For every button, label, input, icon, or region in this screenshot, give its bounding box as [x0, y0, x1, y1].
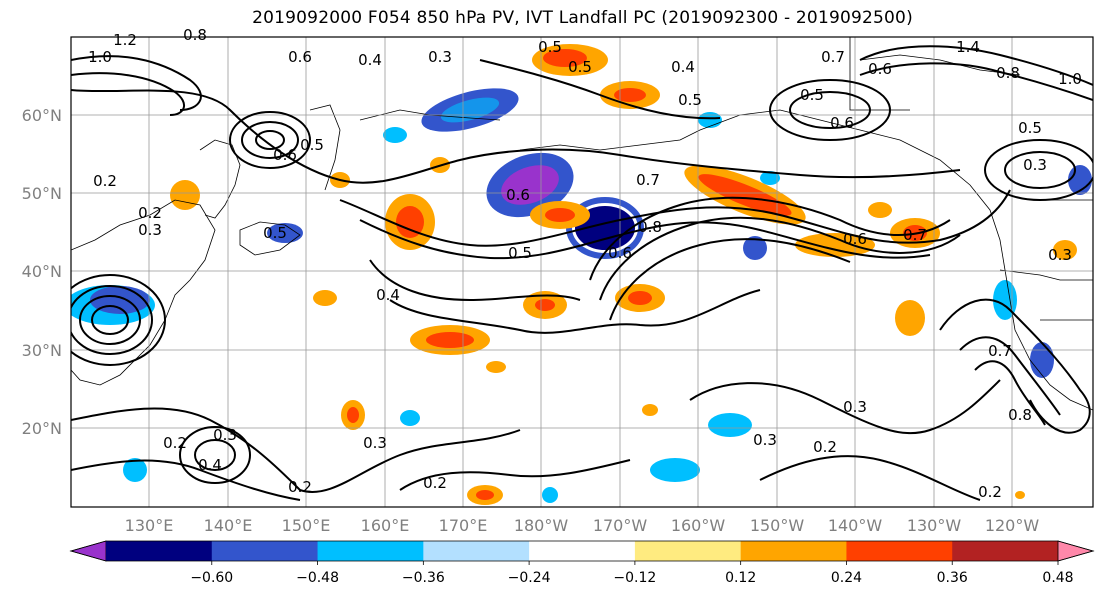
contour-label: 0.5 — [1018, 119, 1042, 137]
longitude-label: 130°E — [125, 516, 174, 535]
contour-label: 0.6 — [506, 186, 530, 204]
contour-label: 0.3 — [363, 434, 387, 452]
colorbar: −0.60 −0.48 −0.36 −0.24 −0.12 0.12 0.24 0.36 0.4… — [69, 540, 1095, 586]
contour-label: 0.2 — [138, 204, 162, 222]
map-frame — [70, 36, 1094, 508]
longitude-label: 150°E — [282, 516, 331, 535]
colorbar-segment — [846, 541, 953, 561]
colorbar-segment — [740, 541, 847, 561]
contour-label: 0.6 — [843, 230, 867, 248]
contour-label: 0.7 — [903, 226, 927, 244]
colorbar-tick-label: −0.36 — [402, 570, 445, 586]
contour-label: 0.4 — [358, 51, 382, 69]
contour-label: 0.6 — [273, 146, 297, 164]
colorbar-extend-min — [69, 540, 107, 562]
longitude-label: 160°W — [671, 516, 726, 535]
contour-label: 0.4 — [671, 58, 695, 76]
colorbar-segment — [634, 541, 742, 561]
contour-label: 0.4 — [198, 456, 222, 474]
colorbar-tick-label: 0.48 — [1042, 570, 1073, 586]
colorbar-segment — [106, 541, 213, 561]
colorbar-extend-max — [1057, 540, 1095, 562]
contour-label: 0.7 — [988, 342, 1012, 360]
latitude-label: 60°N — [22, 106, 62, 125]
longitude-label: 150°W — [750, 516, 805, 535]
colorbar-tick-label: −0.48 — [296, 570, 339, 586]
contour-label: 1.0 — [1058, 70, 1082, 88]
contour-label: 0.4 — [376, 286, 400, 304]
longitude-label: 140°W — [828, 516, 883, 535]
longitude-labels: 130°E 140°E 150°E 160°E 170°E 180°W 170°W 160°W… — [125, 516, 1040, 535]
contour-label: 1.0 — [88, 48, 112, 66]
longitude-label: 130°W — [907, 516, 962, 535]
colorbar-tick-label: −0.24 — [508, 570, 551, 586]
contour-label: 0.5 — [678, 91, 702, 109]
longitude-label: 170°W — [593, 516, 648, 535]
contour-label: 0.2 — [288, 478, 312, 496]
pv-contours — [71, 45, 1093, 501]
contour-label: 0.6 — [830, 114, 854, 132]
colorbar-tick-label: 0.36 — [937, 570, 968, 586]
longitude-label: 140°E — [204, 516, 253, 535]
latitude-label: 40°N — [22, 262, 62, 281]
contour-label: 0.3 — [138, 221, 162, 239]
contour-label: 0.5 — [800, 86, 824, 104]
longitude-label: 120°W — [985, 516, 1040, 535]
contour-label: 0.3 — [428, 48, 452, 66]
colorbar-segment — [317, 541, 424, 561]
contour-label: 0.3 — [753, 431, 777, 449]
longitude-label: 170°E — [439, 516, 488, 535]
contour-label: 0.8 — [183, 26, 207, 44]
contour-label: 0.3 — [843, 398, 867, 416]
contour-label: 0.8 — [996, 64, 1020, 82]
colorbar-segment — [211, 541, 319, 561]
longitude-label: 160°E — [361, 516, 410, 535]
colorbar-outline — [69, 540, 1095, 562]
colorbar-tick-label: 0.12 — [725, 570, 756, 586]
contour-label: 0.5 — [508, 244, 532, 262]
contour-label: 0.5 — [263, 224, 287, 242]
colorbar-segment — [529, 541, 636, 561]
latitude-label: 30°N — [22, 341, 62, 360]
contour-label: 0.6 — [608, 244, 632, 262]
contour-label: 0.6 — [868, 60, 892, 78]
map-title: 2019092000 F054 850 hPa PV, IVT Landfall… — [252, 8, 913, 28]
contour-label: 0.6 — [288, 48, 312, 66]
contour-label: 0.5 — [538, 38, 562, 56]
contour-label: 0.8 — [638, 218, 662, 236]
contour-label: 0.5 — [300, 136, 324, 154]
colorbar-tick-label: −0.12 — [613, 570, 656, 586]
contour-labels: 1.21.00.80.6 0.4 0.30.50.5 0.40.50.70.61.40… — [88, 26, 1082, 501]
contour-label: 0.2 — [163, 434, 187, 452]
contour-label: 0.3 — [213, 426, 237, 444]
contour-label: 0.2 — [93, 172, 117, 190]
contour-label: 1.4 — [956, 38, 980, 56]
colorbar-segment — [952, 541, 1059, 561]
contour-label: 0.2 — [813, 438, 837, 456]
contour-label: 0.2 — [978, 483, 1002, 501]
contour-label: 0.3 — [1023, 156, 1047, 174]
latitude-label: 50°N — [22, 184, 62, 203]
contour-label: 0.3 — [1048, 246, 1072, 264]
contour-label: 0.5 — [568, 58, 592, 76]
colorbar-tick-label: −0.60 — [190, 570, 233, 586]
latitude-label: 20°N — [22, 419, 62, 438]
colorbar-segment — [423, 541, 530, 561]
colorbar-tick-label: 0.24 — [831, 570, 862, 586]
contour-label: 0.2 — [423, 474, 447, 492]
longitude-label: 180°W — [514, 516, 569, 535]
contour-label: 0.8 — [1008, 406, 1032, 424]
contour-label: 1.2 — [113, 31, 137, 49]
contour-label: 0.7 — [636, 171, 660, 189]
positive-shading — [170, 44, 1077, 505]
latitude-labels: 60°N 50°N 40°N 30°N 20°N — [22, 106, 62, 438]
contour-label: 0.7 — [821, 48, 845, 66]
